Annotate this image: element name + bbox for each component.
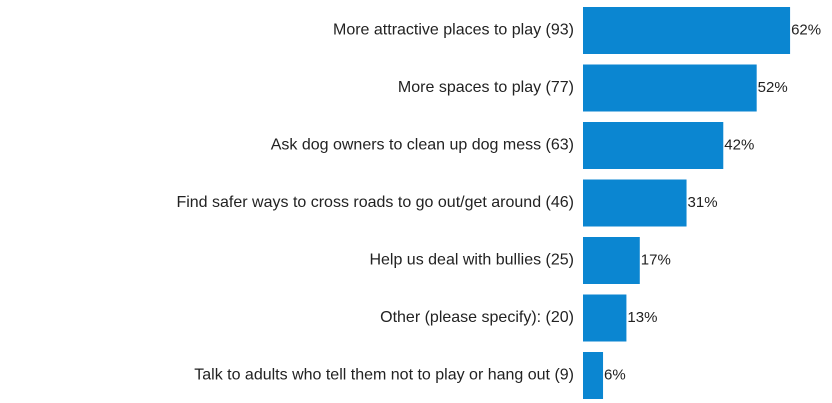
category-label: Ask dog owners to clean up dog mess (63) <box>271 137 574 154</box>
value-label: 52% <box>758 79 788 96</box>
bar <box>583 294 627 342</box>
category-label: More spaces to play (77) <box>398 79 574 96</box>
category-label: Find safer ways to cross roads to go out… <box>176 194 574 211</box>
value-label: 17% <box>641 251 671 268</box>
bar <box>583 64 757 112</box>
category-label: Other (please specify): (20) <box>380 309 574 326</box>
bar <box>583 7 791 54</box>
value-label: 6% <box>604 366 626 383</box>
bar <box>583 352 604 399</box>
value-label: 42% <box>724 136 754 153</box>
category-label: Help us deal with bullies (25) <box>369 252 574 269</box>
bar <box>583 122 724 169</box>
value-label: 62% <box>791 21 821 38</box>
value-label: 13% <box>627 309 657 326</box>
bar <box>583 179 687 227</box>
bar <box>583 237 640 284</box>
category-label: More attractive places to play (93) <box>333 22 574 39</box>
value-label: 31% <box>688 194 718 211</box>
category-label: Talk to adults who tell them not to play… <box>194 367 574 384</box>
